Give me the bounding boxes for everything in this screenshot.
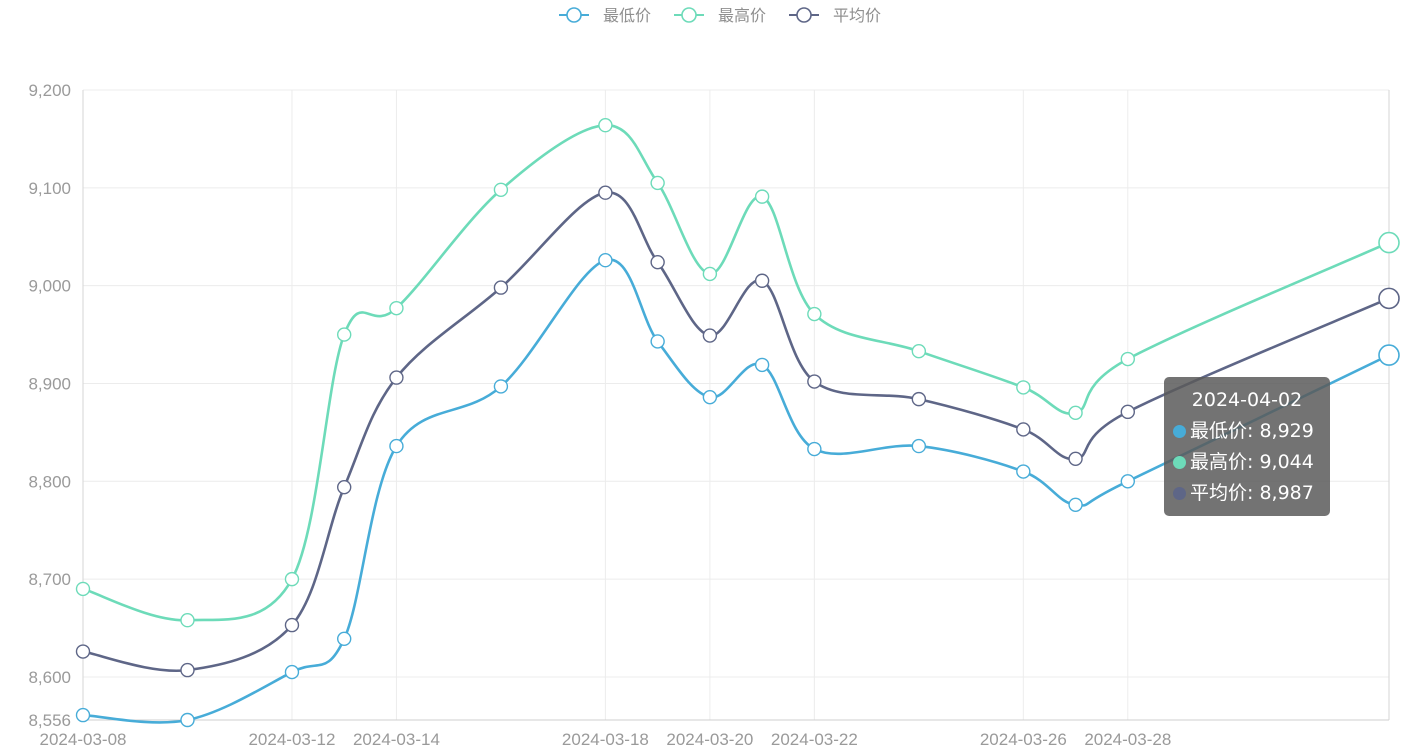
data-point-min-price: [807, 441, 822, 457]
y-axis-ticks: 9,200 9,100 9,000 8,900 8,800 8,700 8,600 8,556: [28, 81, 71, 730]
data-point-max-price: [911, 343, 927, 359]
data-point-max-price: [598, 118, 613, 133]
data-point-min-price: [1016, 464, 1031, 479]
data-point-max-price: [75, 581, 91, 597]
y-tick-label: 8,900: [28, 374, 71, 393]
data-point-max-price: [1016, 380, 1031, 395]
x-tick-label: 2024-03-22: [771, 730, 858, 749]
tooltip-row-min: 最低价: 8,929: [1173, 416, 1330, 447]
data-point-min-price: [284, 664, 300, 680]
data-point-min-price: [1120, 474, 1136, 489]
x-tick-label: 2024-03-08: [40, 730, 127, 749]
data-point-avg-price: [337, 479, 352, 495]
x-tick-label: 2024-03-28: [1084, 730, 1171, 749]
y-tick-label: 8,800: [28, 472, 71, 491]
data-point-max-price: [650, 175, 665, 191]
data-point-max-price: [1378, 231, 1400, 254]
legend-marker: [796, 7, 812, 23]
x-tick-label: 2024-03-14: [353, 730, 440, 749]
data-point-max-price: [1120, 351, 1136, 367]
data-point-min-price: [754, 357, 770, 373]
legend-item-max-price: 最高价: [674, 6, 766, 25]
legend-item-avg-price: 平均价: [789, 6, 881, 25]
data-point-avg-price: [911, 391, 927, 407]
x-tick-label: 2024-03-20: [666, 730, 753, 749]
y-tick-label: 9,000: [28, 277, 71, 296]
data-point-min-price: [337, 631, 352, 647]
data-point-min-price: [1378, 344, 1400, 366]
legend[interactable]: 最低价 最高价 平均价: [559, 6, 881, 25]
data-point-min-price: [180, 712, 195, 728]
y-tick-label: 9,100: [28, 179, 71, 198]
data-point-max-price: [807, 306, 822, 322]
y-tick-label: 8,600: [28, 668, 71, 687]
tooltip: 2024-04-02 最低价: 8,929 最高价: 9,044 平均价: 8,…: [1164, 377, 1330, 516]
series-points: [75, 118, 1400, 728]
axes: [82, 90, 1390, 721]
data-point-avg-price: [1120, 404, 1136, 420]
x-tick-label: 2024-03-26: [980, 730, 1067, 749]
series-color-dot: [1173, 487, 1186, 500]
y-tick-label: 8,700: [28, 570, 71, 589]
data-point-max-price: [180, 613, 195, 628]
data-point-avg-price: [493, 280, 509, 295]
data-point-max-price: [754, 189, 770, 204]
tooltip-row-text: 最高价: 9,044: [1190, 451, 1314, 473]
data-point-avg-price: [702, 328, 718, 343]
y-tick-label: 8,556: [28, 711, 71, 730]
data-point-min-price: [493, 379, 509, 394]
data-point-max-price: [284, 571, 300, 587]
y-tick-label: 9,200: [28, 81, 71, 100]
data-point-avg-price: [1068, 451, 1083, 467]
data-point-min-price: [389, 438, 404, 454]
legend-marker: [566, 7, 582, 23]
data-point-max-price: [337, 327, 352, 342]
data-point-avg-price: [650, 254, 665, 270]
tooltip-row-max: 最高价: 9,044: [1173, 447, 1330, 478]
data-point-max-price: [1068, 405, 1083, 421]
data-point-avg-price: [1016, 422, 1031, 437]
legend-item-min-price: 最低价: [559, 6, 651, 25]
data-point-avg-price: [807, 374, 822, 389]
series-color-dot: [1173, 456, 1186, 469]
data-point-avg-price: [754, 273, 770, 288]
tooltip-title: 2024-04-02: [1191, 389, 1303, 411]
data-point-avg-price: [75, 644, 91, 659]
tooltip-row-text: 最低价: 8,929: [1190, 420, 1314, 442]
data-point-min-price: [75, 707, 91, 723]
data-point-min-price: [1068, 497, 1083, 512]
x-tick-label: 2024-03-18: [562, 730, 649, 749]
tooltip-row-avg: 平均价: 8,987: [1173, 478, 1330, 509]
data-point-min-price: [650, 334, 665, 349]
tooltip-row-text: 平均价: 8,987: [1190, 482, 1314, 504]
data-point-min-price: [598, 253, 613, 268]
data-point-avg-price: [1378, 287, 1400, 310]
legend-label: 平均价: [833, 6, 881, 25]
data-point-avg-price: [284, 617, 300, 633]
x-axis-ticks: 2024-03-08 2024-03-12 2024-03-14 2024-03-18…: [40, 730, 1172, 749]
legend-label: 最低价: [603, 6, 651, 25]
data-point-avg-price: [180, 662, 195, 678]
data-point-max-price: [702, 266, 718, 282]
data-point-avg-price: [598, 185, 613, 200]
x-tick-label: 2024-03-12: [248, 730, 335, 749]
series-line-max-price: [82, 123, 1390, 622]
data-point-avg-price: [389, 370, 404, 385]
data-point-max-price: [389, 300, 404, 316]
data-point-min-price: [911, 438, 927, 454]
legend-label: 最高价: [718, 6, 766, 25]
data-point-max-price: [493, 182, 509, 197]
data-point-min-price: [702, 389, 718, 405]
series-color-dot: [1173, 425, 1186, 438]
legend-marker: [681, 7, 697, 23]
